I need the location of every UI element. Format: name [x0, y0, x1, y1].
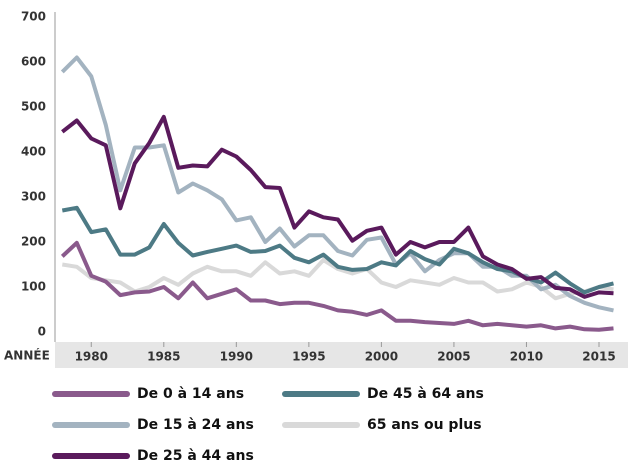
x-axis-band: [55, 342, 628, 368]
y-tick-label: 0: [38, 325, 46, 339]
series-line: [61, 258, 614, 301]
x-tick-label: 2010: [510, 350, 543, 364]
x-tick-label: 2005: [437, 350, 470, 364]
y-tick-label: 400: [21, 145, 46, 159]
y-tick-label: 500: [21, 100, 46, 114]
x-tick-label: 2000: [365, 350, 398, 364]
y-tick-label: 200: [21, 235, 46, 249]
series-line: [60, 240, 614, 332]
series-line: [60, 55, 614, 313]
x-axis-label: ANNÉE: [4, 348, 50, 363]
x-tick-label: 2015: [582, 350, 615, 364]
y-tick-label: 600: [21, 55, 46, 69]
x-tick-label: 1990: [220, 350, 253, 364]
y-tick-label: 100: [21, 280, 46, 294]
x-tick-label: 1985: [147, 350, 180, 364]
legend-label: De 15 à 24 ans: [137, 417, 254, 433]
y-tick-label: 300: [21, 190, 46, 204]
legend-label: De 45 à 64 ans: [367, 386, 484, 402]
x-tick-label: 1980: [75, 350, 108, 364]
y-tick-label: 700: [21, 10, 46, 24]
legend-label: De 0 à 14 ans: [137, 386, 244, 402]
x-tick-label: 1995: [292, 350, 325, 364]
legend-label: De 25 à 44 ans: [137, 448, 254, 464]
series-line: [61, 114, 614, 299]
legend-label: 65 ans ou plus: [367, 417, 482, 433]
